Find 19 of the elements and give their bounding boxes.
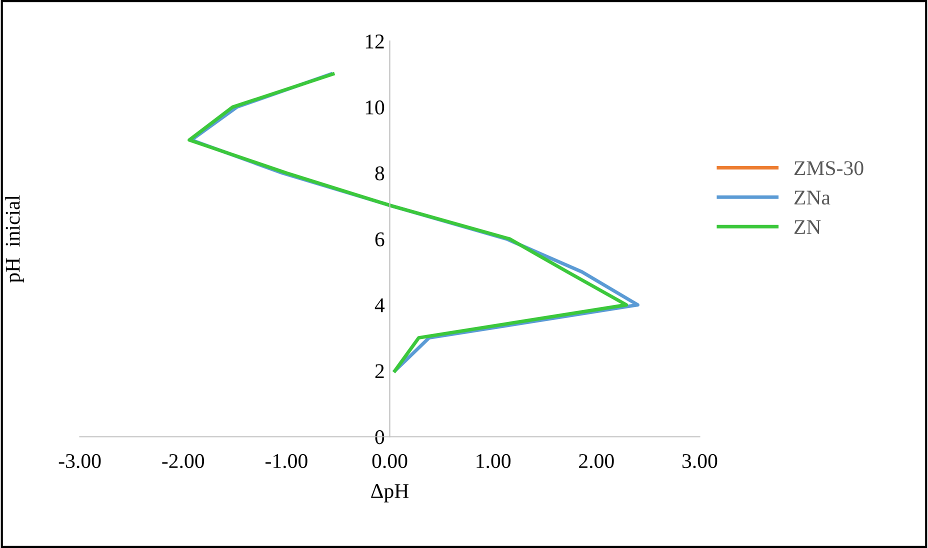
y-tick-label: 0 bbox=[375, 430, 384, 444]
x-tick-label: 3.00 bbox=[682, 454, 718, 468]
x-axis-title: ΔpH bbox=[371, 484, 409, 502]
x-tick-label: 1.00 bbox=[476, 454, 511, 468]
x-tick-label: -1.00 bbox=[266, 454, 308, 468]
x-tick-label: 2.00 bbox=[579, 454, 614, 468]
y-tick-label: 8 bbox=[375, 166, 384, 180]
y-tick-label: 2 bbox=[375, 364, 384, 378]
legend-label: ZNa bbox=[794, 190, 830, 205]
y-axis-title: pH inicial bbox=[5, 195, 24, 283]
legend-label: ZN bbox=[794, 220, 821, 234]
y-tick-label: 12 bbox=[366, 34, 384, 48]
x-tick-label: 0.00 bbox=[372, 454, 408, 468]
legend-label: ZMS-30 bbox=[794, 161, 864, 176]
y-tick-label: 4 bbox=[374, 298, 385, 312]
y-tick-label: 6 bbox=[375, 232, 384, 246]
x-tick-label: -3.00 bbox=[58, 454, 101, 468]
x-tick-label: -2.00 bbox=[162, 454, 204, 468]
y-tick-label: 10 bbox=[366, 100, 384, 114]
